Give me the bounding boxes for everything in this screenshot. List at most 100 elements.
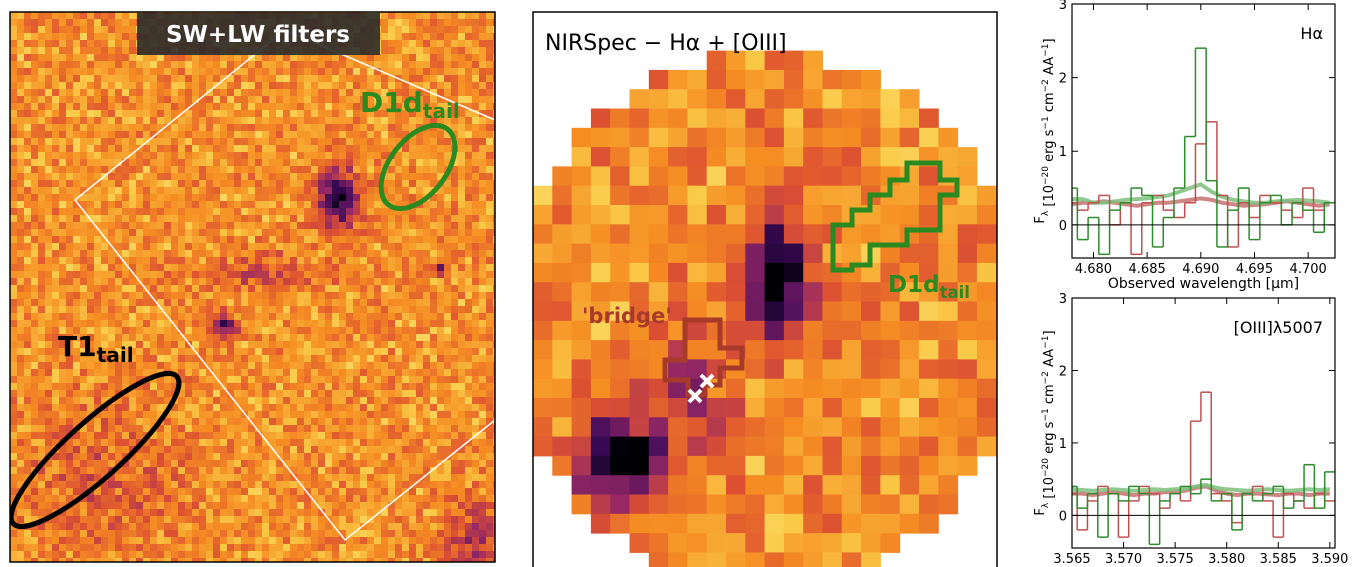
pixel — [451, 341, 459, 349]
pixel — [395, 432, 403, 440]
pixel — [472, 348, 480, 356]
pixel — [304, 271, 312, 279]
pixel — [45, 355, 53, 363]
pixel — [122, 418, 130, 426]
pixel — [409, 355, 417, 363]
pixel — [178, 208, 186, 216]
pixel — [416, 425, 424, 433]
pixel — [157, 271, 165, 279]
pixel — [157, 292, 165, 300]
pixel — [339, 110, 347, 118]
pixel — [66, 82, 74, 90]
pixel — [269, 82, 277, 90]
pixel — [80, 278, 88, 286]
pixel — [346, 327, 354, 335]
pixel — [269, 320, 277, 328]
pixel — [437, 47, 445, 55]
pixel — [493, 488, 495, 496]
pixel — [38, 19, 46, 27]
pixel — [59, 145, 67, 153]
pixel — [199, 215, 207, 223]
pixel — [122, 166, 130, 174]
pixel — [66, 166, 74, 174]
pixel — [38, 68, 46, 76]
pixel — [332, 208, 340, 216]
pixel — [213, 201, 221, 209]
pixel — [220, 117, 228, 125]
pixel — [248, 355, 256, 363]
pixel — [101, 264, 109, 272]
pixel — [17, 194, 25, 202]
pixel — [388, 173, 396, 181]
pixel — [59, 292, 67, 300]
pixel — [178, 306, 186, 314]
pixel — [353, 460, 361, 468]
pixel — [465, 75, 473, 83]
pixel — [318, 313, 326, 321]
pixel — [472, 495, 480, 503]
pixel — [38, 166, 46, 174]
pixel — [283, 334, 291, 342]
pixel — [185, 306, 193, 314]
pixel — [493, 425, 495, 433]
pixel — [493, 40, 495, 48]
pixel — [122, 292, 130, 300]
pixel — [304, 404, 312, 412]
pixel — [339, 299, 347, 307]
pixel — [486, 124, 494, 132]
pixel — [227, 488, 235, 496]
pixel — [192, 439, 200, 447]
pixel — [227, 264, 235, 272]
pixel — [472, 110, 480, 118]
pixel — [353, 96, 361, 104]
pixel — [24, 509, 32, 517]
pixel — [325, 334, 333, 342]
pixel — [73, 292, 81, 300]
pixel — [199, 292, 207, 300]
pixel — [192, 334, 200, 342]
pixel — [220, 397, 228, 405]
pixel — [297, 467, 305, 475]
pixel — [262, 446, 270, 454]
pixel — [318, 334, 326, 342]
pixel — [290, 117, 298, 125]
pixel — [178, 82, 186, 90]
pixel — [129, 159, 137, 167]
pixel — [213, 110, 221, 118]
pixel — [416, 299, 424, 307]
pixel — [199, 418, 207, 426]
pixel — [24, 75, 32, 83]
pixel — [101, 54, 109, 62]
pixel — [31, 495, 39, 503]
pixel — [178, 250, 186, 258]
pixel — [388, 411, 396, 419]
pixel — [409, 313, 417, 321]
pixel — [290, 299, 298, 307]
pixel — [367, 236, 375, 244]
pixel — [458, 271, 466, 279]
pixel — [227, 376, 235, 384]
pixel — [94, 173, 102, 181]
pixel — [430, 299, 438, 307]
pixel — [416, 292, 424, 300]
pixel — [122, 180, 130, 188]
pixel — [353, 404, 361, 412]
pixel — [444, 159, 452, 167]
pixel — [213, 229, 221, 237]
pixel — [206, 145, 214, 153]
pixel — [206, 103, 214, 111]
pixel — [73, 96, 81, 104]
pixel — [367, 180, 375, 188]
pixel — [339, 481, 347, 489]
pixel — [402, 96, 410, 104]
pixel — [437, 397, 445, 405]
pixel — [150, 54, 158, 62]
pixel — [59, 89, 67, 97]
pixel — [451, 201, 459, 209]
pixel — [332, 89, 340, 97]
pixel — [59, 250, 67, 258]
pixel — [388, 75, 396, 83]
pixel — [437, 327, 445, 335]
pixel — [269, 152, 277, 160]
pixel — [192, 138, 200, 146]
